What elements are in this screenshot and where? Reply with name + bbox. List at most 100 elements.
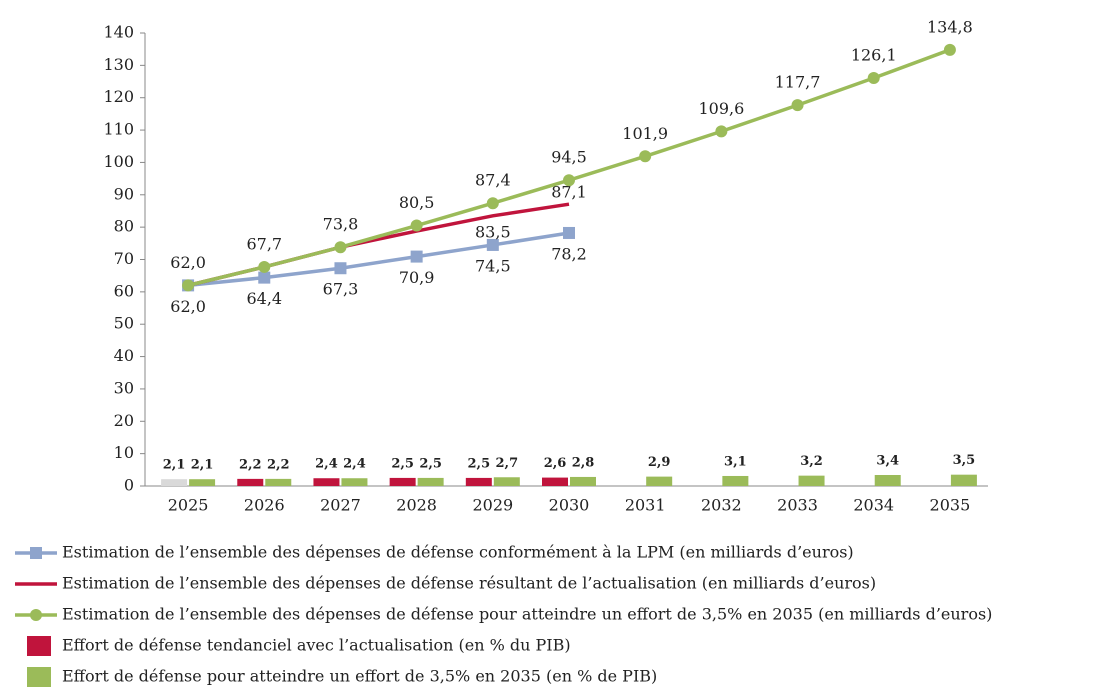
y-tick-label: 50 — [114, 314, 134, 333]
data-label: 134,8 — [927, 17, 973, 36]
legend-marker — [30, 547, 42, 559]
x-tick-label: 2025 — [168, 496, 209, 515]
y-tick-label: 130 — [103, 55, 134, 74]
x-tick-label: 2034 — [853, 496, 894, 515]
marker — [563, 226, 575, 239]
y-tick-label: 20 — [114, 411, 134, 430]
bar-label: 2,5 — [391, 456, 414, 471]
y-tick-label: 100 — [103, 152, 134, 171]
bar — [798, 475, 825, 486]
marker — [334, 262, 347, 275]
legend-swatch — [27, 636, 51, 656]
bar — [646, 476, 673, 486]
y-tick-label: 60 — [114, 281, 134, 300]
marker — [334, 241, 347, 254]
bar — [389, 477, 416, 486]
data-label: 87,1 — [551, 183, 587, 202]
y-tick-label: 120 — [103, 87, 134, 106]
bar — [465, 477, 492, 486]
x-tick-label: 2027 — [320, 496, 361, 515]
x-tick-label: 2029 — [472, 496, 513, 515]
bar-label: 3,4 — [876, 453, 899, 468]
bar-label: 3,1 — [724, 454, 747, 469]
bar — [161, 479, 188, 486]
marker — [715, 125, 728, 138]
marker — [867, 71, 880, 84]
bar-label: 2,1 — [191, 458, 214, 473]
marker — [563, 174, 575, 187]
data-label: 74,5 — [475, 256, 511, 275]
bar-label: 2,6 — [544, 456, 567, 471]
bar — [341, 478, 368, 486]
x-tick-label: 2032 — [701, 496, 742, 515]
bar — [493, 477, 520, 486]
legend-label: Effort de défense pour atteindre un effo… — [62, 667, 657, 686]
bar — [722, 475, 749, 486]
data-label: 80,5 — [399, 193, 435, 212]
data-label: 78,2 — [551, 244, 587, 263]
legend-label: Estimation de l’ensemble des dépenses de… — [62, 574, 876, 593]
x-tick-label: 2031 — [625, 496, 666, 515]
y-tick-label: 10 — [114, 443, 134, 462]
marker — [791, 99, 804, 112]
marker — [639, 150, 652, 163]
bar — [542, 477, 568, 486]
y-tick-label: 70 — [114, 249, 134, 268]
marker — [943, 43, 956, 56]
y-tick-label: 110 — [103, 120, 134, 139]
line — [187, 231, 570, 288]
data-label: 62,0 — [170, 297, 206, 316]
bar — [265, 478, 292, 486]
data-label: 67,7 — [246, 234, 282, 253]
data-label: 62,0 — [170, 253, 206, 272]
bar-label: 2,1 — [163, 458, 186, 473]
y-tick-label: 30 — [114, 378, 134, 397]
marker — [258, 260, 271, 273]
x-tick-label: 2026 — [244, 496, 285, 515]
x-tick-label: 2028 — [396, 496, 437, 515]
bar — [189, 479, 216, 486]
marker — [258, 271, 271, 284]
bar-label: 2,7 — [496, 456, 519, 471]
data-label: 109,6 — [698, 99, 744, 118]
data-label: 67,3 — [323, 280, 359, 299]
x-tick-label: 2033 — [777, 496, 818, 515]
y-tick-label: 140 — [103, 23, 134, 42]
y-tick-label: 40 — [114, 346, 134, 365]
data-label: 64,4 — [246, 289, 282, 308]
bar-label: 2,4 — [315, 457, 338, 472]
legend-swatch — [27, 667, 51, 687]
data-label: 83,5 — [475, 222, 511, 241]
data-label: 126,1 — [851, 45, 897, 64]
marker — [182, 279, 195, 292]
bar — [950, 474, 977, 486]
bar — [874, 474, 901, 486]
legend-marker — [30, 609, 42, 621]
y-tick-label: 0 — [124, 476, 134, 495]
bar-label: 2,5 — [419, 456, 442, 471]
bar-label: 2,2 — [267, 457, 290, 472]
marker — [410, 219, 423, 232]
marker — [486, 197, 499, 210]
bar-label: 3,5 — [953, 453, 976, 468]
bar-label: 2,5 — [468, 456, 491, 471]
marker — [486, 238, 499, 251]
y-tick-label: 80 — [114, 217, 134, 236]
x-tick-label: 2030 — [549, 496, 590, 515]
bar — [417, 477, 444, 486]
bar-label: 2,9 — [648, 455, 671, 470]
bar-label: 2,2 — [239, 457, 262, 472]
data-label: 70,9 — [399, 268, 435, 287]
legend-label: Estimation de l’ensemble des dépenses de… — [62, 543, 854, 562]
y-tick-label: 90 — [114, 184, 134, 203]
bar-label: 3,2 — [800, 454, 823, 469]
data-label: 101,9 — [622, 124, 668, 143]
data-label: 73,8 — [323, 215, 359, 234]
bar-label: 2,8 — [572, 455, 595, 470]
bar — [313, 478, 340, 486]
marker — [410, 250, 423, 263]
data-label: 117,7 — [775, 73, 821, 92]
bar-label: 2,4 — [343, 457, 366, 472]
x-tick-label: 2035 — [930, 496, 971, 515]
